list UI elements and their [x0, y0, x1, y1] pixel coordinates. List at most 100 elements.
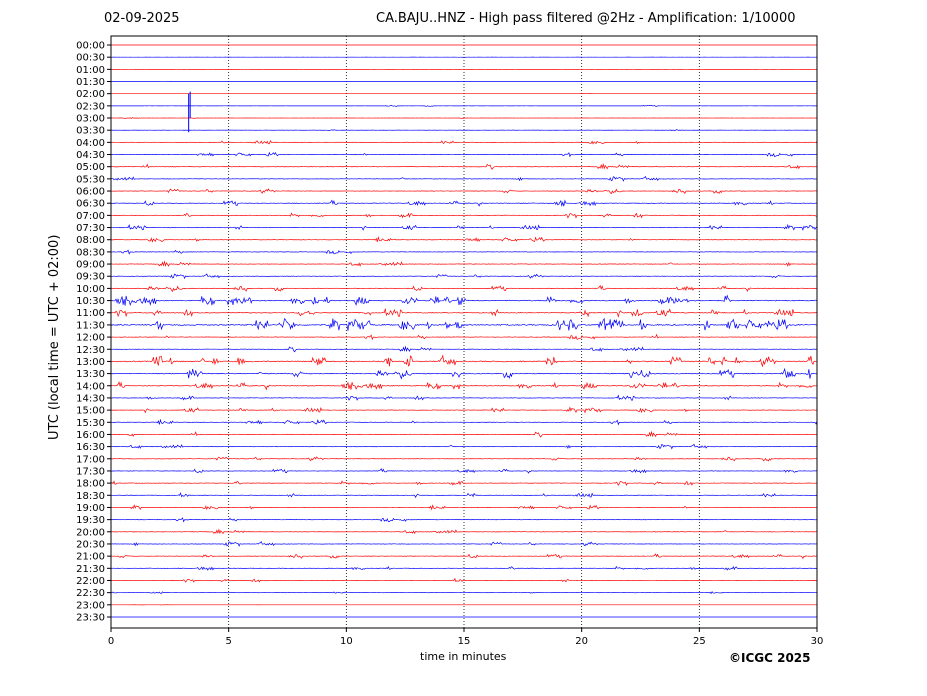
trace-line — [110, 492, 818, 499]
x-tick-label: 5 — [225, 636, 231, 647]
y-tick-label: 07:30 — [76, 223, 105, 234]
y-tick-label: 02:00 — [76, 89, 105, 100]
date-label: 02-09-2025 — [104, 11, 180, 26]
trace-line — [110, 162, 818, 170]
y-tick-label: 17:00 — [76, 454, 105, 465]
y-tick-label: 19:30 — [76, 515, 105, 526]
y-tick-label: 23:00 — [76, 600, 105, 611]
trace-line — [110, 317, 818, 331]
y-axis-label: UTC (local time = UTC + 02:00) — [47, 234, 62, 440]
trace-line — [110, 308, 818, 318]
trace-line — [110, 176, 818, 182]
trace-line — [110, 294, 818, 307]
trace-line — [110, 528, 818, 535]
y-tick-label: 06:30 — [76, 199, 105, 210]
x-tick-label: 10 — [340, 636, 353, 647]
y-tick-label: 14:00 — [76, 381, 105, 392]
y-tick-label: 03:00 — [76, 114, 105, 125]
x-tick-label: 0 — [108, 636, 114, 647]
trace-line — [110, 249, 818, 255]
trace-line — [110, 565, 818, 571]
trace-line — [110, 260, 818, 267]
trace-line — [110, 139, 818, 145]
trace-line — [110, 406, 818, 414]
trace-line — [110, 541, 818, 547]
plot-frame — [110, 35, 818, 629]
y-tick-label: 05:30 — [76, 174, 105, 185]
y-tick-label: 13:00 — [76, 357, 105, 368]
event-spike — [188, 91, 191, 133]
trace-line — [110, 456, 818, 462]
y-tick-label: 14:30 — [76, 393, 105, 404]
trace-line — [110, 517, 818, 523]
chart-title: CA.BAJU..HNZ - High pass filtered @2Hz -… — [376, 11, 796, 26]
y-tick-label: 02:30 — [76, 101, 105, 112]
trace-line — [110, 188, 818, 195]
y-tick-label: 12:00 — [76, 333, 105, 344]
y-tick-label: 20:00 — [76, 527, 105, 538]
trace-line — [110, 236, 818, 243]
y-tick-label: 01:00 — [76, 65, 105, 76]
y-tick-label: 04:30 — [76, 150, 105, 161]
y-tick-label: 16:00 — [76, 430, 105, 441]
y-tick-label: 06:00 — [76, 187, 105, 198]
y-tick-label: 18:30 — [76, 491, 105, 502]
x-tick-label: 25 — [693, 636, 706, 647]
y-tick-label: 21:00 — [76, 552, 105, 563]
y-tick-label: 13:30 — [76, 369, 105, 380]
trace-line — [110, 104, 818, 107]
trace-line — [110, 284, 818, 293]
y-tick-label: 10:30 — [76, 296, 105, 307]
y-tick-label: 00:00 — [76, 41, 105, 52]
trace-line — [111, 443, 818, 450]
y-tick-label: 15:00 — [76, 406, 105, 417]
copyright-label: ©ICGC 2025 — [729, 651, 811, 665]
y-tick-label: 04:00 — [76, 138, 105, 149]
y-tick-label: 16:30 — [76, 442, 105, 453]
y-tick-label: 12:30 — [76, 345, 105, 356]
trace-line — [110, 212, 818, 219]
y-tick-label: 08:00 — [76, 235, 105, 246]
trace-line — [110, 577, 818, 583]
trace-line — [110, 367, 818, 380]
trace-line — [110, 273, 818, 280]
y-tick-label: 05:00 — [76, 162, 105, 173]
trace-line — [110, 480, 818, 487]
y-tick-label: 00:30 — [76, 53, 105, 64]
trace-line — [110, 381, 818, 391]
trace-line — [110, 504, 818, 511]
trace-line — [110, 430, 818, 438]
y-tick-label: 11:00 — [76, 308, 105, 319]
x-axis-ticks: 0 5 10 15 20 25 30 — [108, 628, 823, 647]
y-tick-label: 03:30 — [76, 126, 105, 137]
trace-line — [110, 394, 818, 401]
trace-line — [110, 553, 818, 559]
trace-line — [110, 354, 818, 368]
y-tick-label: 01:30 — [76, 77, 105, 88]
y-tick-label: 11:30 — [76, 320, 105, 331]
seismic-traces — [110, 44, 818, 618]
trace-line — [110, 468, 818, 474]
y-tick-label: 22:30 — [76, 588, 105, 599]
x-axis-label: time in minutes — [420, 650, 507, 663]
y-tick-label: 19:00 — [76, 503, 105, 514]
y-tick-label: 18:00 — [76, 479, 105, 490]
y-tick-label: 07:00 — [76, 211, 105, 222]
y-tick-label: 09:30 — [76, 272, 105, 283]
y-tick-label: 20:30 — [76, 539, 105, 550]
trace-line — [110, 151, 818, 158]
trace-line — [110, 333, 818, 341]
x-tick-label: 15 — [458, 636, 471, 647]
y-tick-label: 23:30 — [76, 612, 105, 623]
y-tick-label: 09:00 — [76, 260, 105, 271]
y-tick-label: 21:30 — [76, 564, 105, 575]
y-tick-label: 17:30 — [76, 466, 105, 477]
trace-line — [110, 591, 818, 595]
trace-line — [110, 345, 818, 353]
y-tick-label: 10:00 — [76, 284, 105, 295]
trace-line — [110, 199, 818, 208]
trace-line — [110, 117, 818, 120]
y-tick-label: 22:00 — [76, 576, 105, 587]
vertical-grid — [228, 36, 700, 628]
